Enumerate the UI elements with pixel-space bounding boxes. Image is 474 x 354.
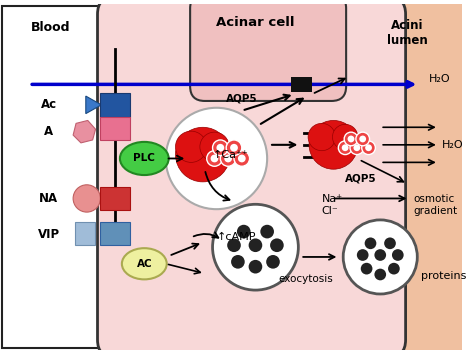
Text: Blood: Blood	[31, 21, 71, 34]
Circle shape	[266, 255, 280, 269]
Circle shape	[359, 136, 366, 142]
Text: proteins: proteins	[421, 272, 466, 281]
Circle shape	[249, 239, 262, 252]
Ellipse shape	[122, 248, 167, 279]
Ellipse shape	[120, 142, 169, 175]
Circle shape	[212, 204, 298, 290]
Polygon shape	[73, 120, 96, 143]
Text: Ac: Ac	[41, 98, 57, 112]
FancyBboxPatch shape	[100, 222, 130, 245]
Circle shape	[362, 141, 375, 155]
Circle shape	[230, 144, 238, 152]
Circle shape	[392, 249, 404, 261]
Circle shape	[309, 120, 358, 169]
Circle shape	[343, 220, 417, 294]
Circle shape	[374, 249, 386, 261]
FancyBboxPatch shape	[100, 116, 130, 140]
Circle shape	[260, 225, 274, 239]
Circle shape	[354, 144, 360, 151]
FancyBboxPatch shape	[328, 1, 465, 353]
Circle shape	[332, 124, 358, 150]
Circle shape	[175, 131, 207, 162]
Circle shape	[270, 239, 284, 252]
Circle shape	[365, 238, 376, 249]
Circle shape	[210, 155, 219, 162]
FancyBboxPatch shape	[190, 0, 346, 101]
Circle shape	[374, 269, 386, 280]
Circle shape	[350, 141, 364, 155]
Circle shape	[238, 155, 246, 162]
Text: AQP5: AQP5	[226, 93, 257, 103]
Circle shape	[308, 124, 336, 151]
Circle shape	[347, 136, 355, 142]
FancyBboxPatch shape	[98, 0, 406, 354]
Circle shape	[212, 140, 228, 155]
Circle shape	[234, 151, 250, 166]
Circle shape	[227, 239, 241, 252]
Text: ↑cAMP: ↑cAMP	[217, 233, 256, 242]
Circle shape	[388, 263, 400, 274]
Circle shape	[384, 238, 396, 249]
Circle shape	[175, 127, 230, 182]
Circle shape	[361, 263, 373, 274]
Text: ↑Ca⁺⁺: ↑Ca⁺⁺	[212, 150, 248, 160]
Circle shape	[249, 260, 262, 274]
Circle shape	[357, 249, 369, 261]
Circle shape	[73, 185, 100, 212]
Circle shape	[220, 151, 236, 166]
Text: A: A	[44, 125, 53, 138]
Circle shape	[344, 132, 358, 146]
Text: H₂O: H₂O	[442, 140, 463, 150]
Circle shape	[226, 140, 242, 155]
Text: Acinar cell: Acinar cell	[216, 16, 295, 29]
Circle shape	[207, 151, 222, 166]
Text: osmotic
gradient: osmotic gradient	[413, 194, 457, 217]
Circle shape	[338, 141, 352, 155]
FancyBboxPatch shape	[100, 187, 130, 210]
Circle shape	[231, 255, 245, 269]
Text: AQP5: AQP5	[345, 174, 376, 184]
Text: exocytosis: exocytosis	[279, 274, 334, 284]
FancyBboxPatch shape	[75, 222, 95, 245]
Polygon shape	[86, 96, 101, 114]
Circle shape	[342, 144, 348, 151]
Circle shape	[356, 132, 370, 146]
Circle shape	[200, 132, 229, 161]
Text: AC: AC	[137, 259, 152, 269]
FancyBboxPatch shape	[100, 93, 130, 116]
Text: Na⁺
Cl⁻: Na⁺ Cl⁻	[322, 194, 343, 217]
Circle shape	[237, 225, 251, 239]
Circle shape	[365, 144, 372, 151]
Circle shape	[166, 108, 267, 209]
Text: Acini
lumen: Acini lumen	[387, 19, 428, 47]
Circle shape	[217, 144, 224, 152]
Text: PLC: PLC	[133, 154, 155, 164]
Bar	[291, 76, 312, 92]
Circle shape	[224, 155, 232, 162]
Text: H₂O: H₂O	[429, 74, 451, 84]
Text: NA: NA	[39, 192, 58, 205]
Text: VIP: VIP	[38, 228, 60, 241]
